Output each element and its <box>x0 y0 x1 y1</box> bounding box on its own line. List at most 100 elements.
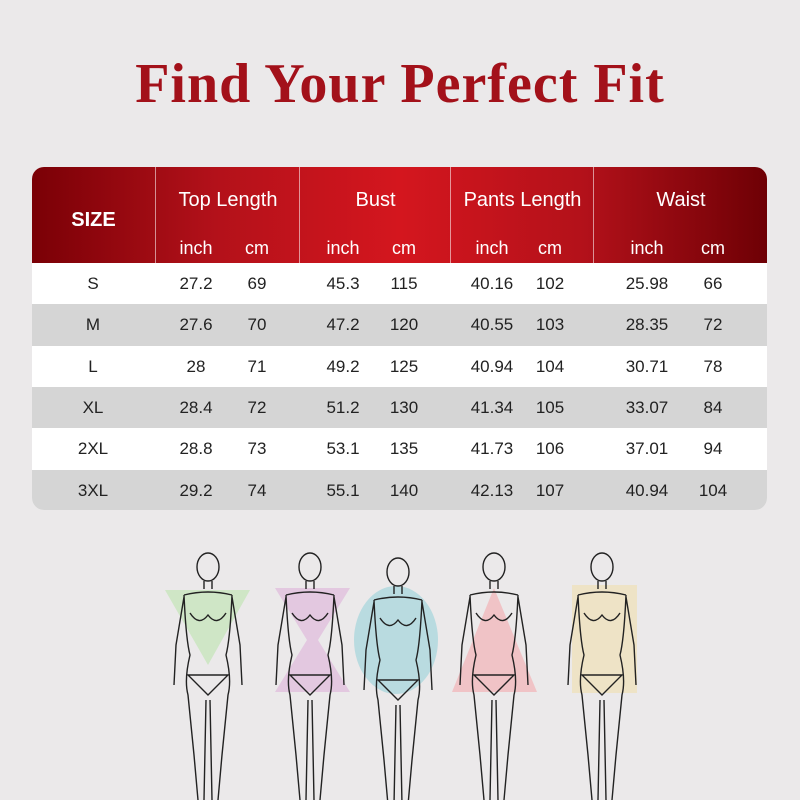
body-outline <box>275 581 345 800</box>
value-cell: 94 <box>703 439 723 459</box>
size-cell: S <box>87 274 99 293</box>
value-cell: 30.71 <box>625 356 669 376</box>
unit-label: cm <box>701 238 725 258</box>
value-cell: 72 <box>703 315 723 335</box>
unit-label: inch <box>475 238 509 258</box>
column-label: Waist <box>656 189 706 211</box>
value-cell: 107 <box>535 480 565 500</box>
unit-label: cm <box>245 238 269 258</box>
unit-label: cm <box>538 238 562 258</box>
value-cell: 41.34 <box>470 397 514 417</box>
oval-shape <box>354 586 438 694</box>
value-cell: 33.07 <box>625 397 669 417</box>
head <box>298 552 322 582</box>
value-cell: 70 <box>247 315 267 335</box>
column-header: Pants Length <box>450 167 594 263</box>
value-cell: 74 <box>247 480 267 500</box>
value-cell: 45.3 <box>326 274 360 293</box>
column-header: Bust <box>299 167 451 263</box>
unit-label: inch <box>326 238 360 258</box>
column-header: Waist <box>593 167 767 263</box>
value-cell: 51.2 <box>326 397 360 417</box>
body-outline <box>173 581 243 800</box>
value-cell: 72 <box>247 397 267 417</box>
figure-outline <box>275 552 345 800</box>
value-cell: 73 <box>247 439 267 459</box>
size-chart-table: SIZE Top Length inch cm Bust inch cm Pants Len… <box>32 167 767 510</box>
head <box>196 552 220 582</box>
value-cell: 84 <box>703 397 723 417</box>
page-title: Find Your Perfect Fit <box>135 53 665 115</box>
value-cell: 28.4 <box>179 397 213 417</box>
value-cell: 120 <box>389 315 419 335</box>
column-label: Bust <box>355 189 396 211</box>
value-cell: 27.2 <box>179 274 213 293</box>
value-cell: 47.2 <box>326 315 360 335</box>
column-header: Top Length <box>155 167 300 263</box>
inverted-triangle-shape <box>165 590 250 665</box>
value-cell: 71 <box>247 356 267 376</box>
value-cell: 37.01 <box>625 439 669 459</box>
table-row: 3XL 29.2 74 55.1 140 42.13 107 40.94 104 <box>32 469 767 510</box>
value-cell: 140 <box>389 480 419 500</box>
figure-outline <box>459 552 529 800</box>
figure-outline <box>363 557 433 800</box>
value-cell: 102 <box>535 274 565 293</box>
value-cell: 27.6 <box>179 315 213 335</box>
body-outline <box>363 586 433 800</box>
value-cell: 130 <box>389 397 419 417</box>
value-cell: 104 <box>535 356 565 376</box>
head <box>482 552 506 582</box>
value-cell: 55.1 <box>326 480 360 500</box>
hourglass-shape <box>275 588 350 692</box>
value-cell: 69 <box>247 274 267 293</box>
figure-outline <box>567 552 637 800</box>
size-cell: XL <box>82 397 104 417</box>
value-cell: 53.1 <box>326 439 360 459</box>
value-cell: 28.8 <box>179 439 213 459</box>
head <box>590 552 614 582</box>
value-cell: 42.13 <box>470 480 514 500</box>
size-cell: L <box>88 356 98 376</box>
body-outline <box>567 581 637 800</box>
value-cell: 115 <box>390 274 418 293</box>
value-cell: 135 <box>389 439 419 459</box>
value-cell: 105 <box>535 397 565 417</box>
table-row: S 27.2 69 45.3 115 40.16 102 25.98 66 <box>32 263 767 304</box>
table-row: L 28 71 49.2 125 40.94 104 30.71 78 <box>32 346 767 387</box>
triangle-shape <box>452 588 537 692</box>
head <box>386 557 410 587</box>
value-cell: 41.73 <box>470 439 514 459</box>
value-cell: 40.94 <box>625 480 669 500</box>
value-cell: 49.2 <box>326 356 360 376</box>
value-cell: 29.2 <box>179 480 213 500</box>
value-cell: 28.35 <box>625 315 669 335</box>
value-cell: 106 <box>535 439 565 459</box>
size-cell: 2XL <box>77 439 109 459</box>
unit-label: cm <box>392 238 416 258</box>
size-cell: M <box>85 315 101 335</box>
table-row: M 27.6 70 47.2 120 40.55 103 28.35 72 <box>32 304 767 346</box>
body-shapes-illustration <box>165 552 637 800</box>
figure-outline <box>173 552 243 800</box>
unit-label: inch <box>179 238 213 258</box>
body-outline <box>459 581 529 800</box>
table-header: SIZE Top Length inch cm Bust inch cm Pants Len… <box>32 167 767 263</box>
value-cell: 103 <box>535 315 565 335</box>
value-cell: 40.55 <box>470 315 514 335</box>
value-cell: 125 <box>389 356 419 376</box>
column-label: Pants Length <box>463 189 582 211</box>
table-row: 2XL 28.8 73 53.1 135 41.73 106 37.01 94 <box>32 428 767 469</box>
value-cell: 104 <box>698 480 728 500</box>
value-cell: 66 <box>703 274 723 293</box>
unit-label: inch <box>630 238 664 258</box>
column-label: Top Length <box>178 189 278 211</box>
table-row: XL 28.4 72 51.2 130 41.34 105 33.07 84 <box>32 386 767 429</box>
size-header: SIZE <box>71 209 116 231</box>
value-cell: 78 <box>703 356 723 376</box>
value-cell: 25.98 <box>625 274 669 293</box>
value-cell: 28 <box>186 356 206 376</box>
value-cell: 40.94 <box>470 356 514 376</box>
size-cell: 3XL <box>77 480 109 500</box>
value-cell: 40.16 <box>470 274 514 293</box>
